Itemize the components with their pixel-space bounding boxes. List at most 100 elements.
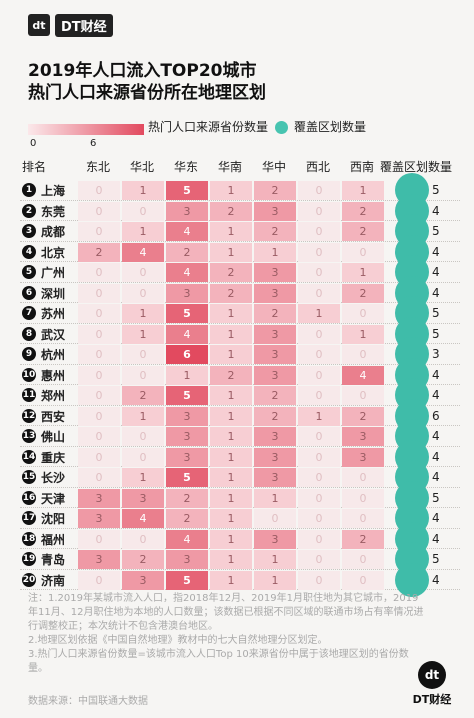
footer-brand: dt DT财经 [412,661,452,707]
row-divider [20,261,460,262]
coverage-value: 4 [432,572,440,587]
notes: 注：1.2019年某城市流入人口，指2018年12月、2019年1月职住地为其它… [28,592,428,676]
city-label: 惠州 [41,368,66,383]
heat-cell: 1 [210,529,252,549]
legend: 热门人口来源省份数量 0 6 覆盖区划数量 [28,118,458,152]
heat-cell: 3 [166,447,208,467]
coverage-value: 6 [432,408,440,423]
heat-cell: 2 [342,406,384,426]
heat-cell: 4 [342,365,384,385]
heat-cell: 3 [254,529,296,549]
coverage-value: 5 [432,552,440,566]
heat-cell: 2 [166,488,208,508]
heat-cell: 1 [210,488,252,508]
heat-cell: 0 [342,570,384,590]
heat-cell: 1 [210,509,252,528]
heat-legend-min: 0 [30,138,37,149]
coverage-value: 5 [432,306,440,320]
coverage-value: 4 [432,531,440,546]
heat-cell: 1 [210,242,252,262]
heat-cell: 0 [342,550,384,569]
column-header-2: 华东 [173,160,198,174]
heat-cell: 1 [166,365,208,385]
heat-cell: 0 [78,529,120,549]
coverage-value: 4 [432,203,440,218]
row-divider [20,404,460,406]
heat-cell: 3 [254,263,296,282]
heat-cell: 0 [78,468,120,487]
rank-badge: 11 [22,388,36,402]
heat-cell: 2 [78,242,120,262]
row-divider [20,445,460,447]
heat-cell: 0 [78,324,120,344]
heat-cell: 5 [166,304,208,323]
heat-cell: 2 [254,304,296,323]
heat-cell: 0 [298,345,340,364]
heat-cell: 0 [122,427,164,446]
city-label: 上海 [41,184,66,198]
heat-cell: 0 [298,242,340,262]
heat-cell: 4 [166,324,208,344]
heat-cell: 0 [298,181,340,200]
heat-cell: 0 [298,324,340,344]
coverage-bubble [395,562,429,597]
coverage-value: 5 [432,224,440,238]
coverage-header: 覆盖区划数量 [380,160,453,174]
heat-cell: 0 [298,201,340,221]
note-3: 3.热门人口来源省份数量=该城市流入人口Top 10来源省份中属于该地理区划的省… [28,649,409,674]
heat-cell: 0 [298,550,340,569]
heat-cell: 0 [342,345,384,364]
heat-cell: 2 [210,201,252,221]
row-divider [20,589,460,590]
heat-cell: 1 [254,570,296,590]
rank-badge: 1 [22,183,36,197]
row-divider [20,568,460,570]
heat-cell: 0 [342,304,384,323]
city-label: 天津 [41,491,66,506]
row-divider [20,240,460,242]
coverage-value: 4 [432,429,440,443]
heat-cell: 3 [166,201,208,221]
heat-cell: 3 [254,201,296,221]
city-label: 深圳 [41,286,66,301]
row-divider [20,322,460,324]
heat-cell: 1 [298,406,340,426]
brand-logo: dt [28,14,50,36]
heat-cell: 0 [78,365,120,385]
heat-cell: 1 [122,406,164,426]
city-label: 成都 [41,225,66,239]
heat-cell: 0 [78,201,120,221]
rank-badge: 12 [22,408,36,423]
heat-cell: 2 [122,550,164,569]
heat-cell: 3 [254,345,296,364]
rank-badge: 18 [22,531,36,546]
heat-cell: 0 [254,509,296,528]
coverage-value: 3 [432,347,440,361]
heat-cell: 4 [122,242,164,262]
heat-cell: 3 [254,468,296,487]
footer-brand-name: DT财经 [412,693,452,706]
rank-badge: 5 [22,265,36,279]
heat-cell: 1 [122,304,164,323]
heat-cell: 2 [166,509,208,528]
heat-cell: 1 [210,304,252,323]
heat-legend-max: 6 [90,138,97,149]
heat-cell: 3 [254,427,296,446]
footer-logo: dt [418,661,446,689]
row-divider [20,425,460,426]
heat-cell: 0 [122,201,164,221]
heat-cell: 5 [166,386,208,405]
coverage-value: 4 [432,244,440,259]
row-divider [20,220,460,221]
city-label: 青岛 [41,553,66,567]
row-divider [20,466,460,467]
heat-cell: 1 [342,324,384,344]
row-divider [20,507,460,508]
heat-cell: 0 [298,365,340,385]
heat-cell: 0 [342,242,384,262]
heat-gradient-swatch [28,124,144,135]
rank-badge: 6 [22,285,36,300]
rank-badge: 2 [22,203,36,218]
heat-cell: 3 [254,365,296,385]
city-label: 郑州 [41,389,66,403]
